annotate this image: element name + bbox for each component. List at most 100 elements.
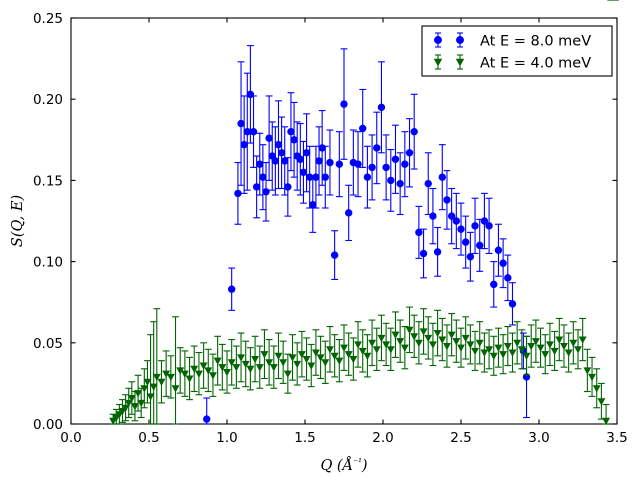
legend-entry-2[interactable]: At E = 4.0 meV xyxy=(433,54,591,72)
error-bar xyxy=(153,308,161,425)
data-point-marker xyxy=(447,212,456,220)
series-2 xyxy=(109,0,619,425)
y-tick-label-4: 0.20 xyxy=(33,92,63,108)
data-point-marker xyxy=(494,344,503,352)
data-point-marker xyxy=(288,354,297,362)
data-point-marker xyxy=(256,160,264,168)
data-point-marker xyxy=(583,367,592,375)
data-point-marker xyxy=(259,173,267,181)
y-tick-label-3: 0.15 xyxy=(33,173,63,189)
data-point-marker xyxy=(330,352,339,360)
data-point-marker xyxy=(456,36,464,44)
data-point-marker xyxy=(508,300,517,308)
data-point-marker xyxy=(597,398,606,406)
error-bar xyxy=(172,316,179,425)
data-point-marker xyxy=(255,364,264,372)
data-point-marker xyxy=(466,253,475,261)
data-point-marker xyxy=(109,417,118,425)
data-point-marker xyxy=(287,127,295,136)
data-point-marker xyxy=(251,355,260,364)
data-point-marker xyxy=(335,160,344,168)
data-point-marker xyxy=(335,357,344,365)
data-point-marker xyxy=(588,373,596,382)
data-point-marker xyxy=(536,344,545,352)
data-point-marker xyxy=(410,127,418,136)
data-point-marker xyxy=(377,334,386,343)
data-point-marker xyxy=(340,344,348,352)
data-point-marker xyxy=(302,355,311,364)
data-point-marker xyxy=(391,331,400,339)
data-point-marker xyxy=(452,338,461,346)
data-point-marker xyxy=(438,336,447,344)
data-point-marker xyxy=(499,259,507,267)
data-point-marker xyxy=(112,414,121,422)
data-point-marker xyxy=(377,103,386,112)
data-point-marker xyxy=(203,415,211,423)
data-point-marker xyxy=(424,334,433,343)
data-point-marker xyxy=(249,127,258,136)
data-point-marker xyxy=(433,329,442,338)
data-point-marker xyxy=(274,140,283,149)
data-point-marker xyxy=(316,354,325,362)
x-tick-label-3: 1.5 xyxy=(294,430,315,446)
data-point-marker xyxy=(414,339,423,347)
data-point-marker xyxy=(115,411,124,419)
data-point-marker xyxy=(340,100,348,108)
legend-box xyxy=(421,25,613,77)
x-axis-title: Q (Å⁻¹) xyxy=(320,456,367,474)
data-point-marker xyxy=(290,136,298,144)
data-point-marker xyxy=(428,341,437,349)
legend-label-2: At E = 4.0 meV xyxy=(480,56,591,72)
data-point-marker xyxy=(237,354,245,362)
data-point-marker xyxy=(315,157,323,165)
legend-entry-1[interactable]: At E = 8.0 meV xyxy=(434,32,591,50)
data-point-marker xyxy=(143,378,152,386)
data-point-marker xyxy=(386,346,395,354)
data-point-marker xyxy=(330,251,339,259)
data-point-marker xyxy=(240,140,248,149)
data-point-marker xyxy=(457,225,465,233)
x-tick-label-2: 1.0 xyxy=(216,430,237,446)
data-point-marker xyxy=(517,346,526,354)
data-point-marker xyxy=(415,228,423,237)
data-point-marker xyxy=(252,183,261,191)
data-point-marker xyxy=(344,209,353,217)
data-point-marker xyxy=(232,364,241,372)
data-point-marker xyxy=(302,149,311,157)
data-point-marker xyxy=(227,285,236,293)
data-point-marker xyxy=(457,344,465,352)
data-point-marker xyxy=(157,378,166,386)
data-point-marker xyxy=(204,367,213,375)
y-tick-label-2: 0.10 xyxy=(33,255,63,271)
data-point-marker xyxy=(466,341,475,349)
data-point-marker xyxy=(541,351,550,359)
data-point-marker xyxy=(223,368,231,377)
x-tick-label-6: 3.0 xyxy=(528,430,549,446)
data-point-marker xyxy=(569,339,578,347)
data-point-marker xyxy=(227,359,236,367)
data-point-marker xyxy=(199,362,208,370)
x-tick-label-7: 3.5 xyxy=(606,430,627,446)
data-point-marker xyxy=(592,385,601,393)
data-point-marker xyxy=(503,342,512,351)
data-point-marker xyxy=(194,370,203,378)
data-point-marker xyxy=(269,364,278,372)
x-tick-label-1: 0.5 xyxy=(138,430,159,446)
data-point-marker xyxy=(218,364,227,372)
data-point-marker xyxy=(424,179,432,188)
data-point-marker xyxy=(283,370,292,378)
data-point-marker xyxy=(471,347,479,356)
data-point-marker xyxy=(134,390,143,398)
data-point-marker xyxy=(382,341,391,349)
data-point-marker xyxy=(127,394,136,403)
data-point-marker xyxy=(419,249,428,258)
data-point-marker xyxy=(372,346,381,354)
data-point-marker xyxy=(434,36,442,44)
data-point-marker xyxy=(489,352,498,360)
data-point-marker xyxy=(185,375,194,383)
data-point-marker xyxy=(146,393,155,401)
data-point-marker xyxy=(485,222,493,230)
data-point-marker xyxy=(396,338,405,346)
data-point-marker xyxy=(471,222,479,230)
